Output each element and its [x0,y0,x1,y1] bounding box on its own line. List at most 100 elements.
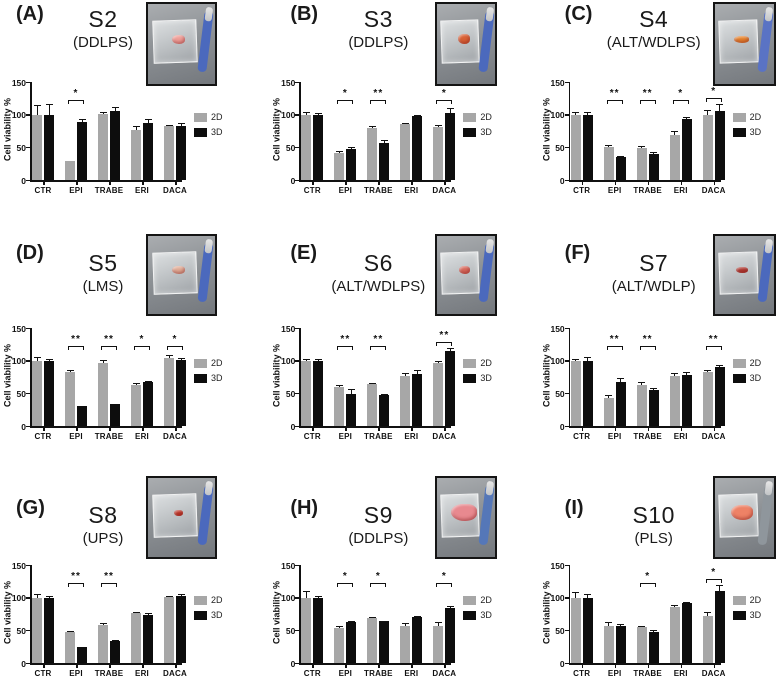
error-bar-cap [434,621,442,623]
y-tick [295,425,300,427]
x-tick [614,664,617,668]
sig-stars: ** [340,334,351,345]
error-bar-cap [572,112,580,114]
panel-letter: (G) [16,497,45,519]
panel-letter: (F) [564,242,591,264]
x-axis [30,180,182,182]
bar-3d-trabe [648,631,659,663]
panel-letter: (H) [290,497,319,519]
sig-bracket [436,341,453,343]
x-tick [444,427,446,431]
x-tick [680,427,683,431]
x-tick-label: CTR [34,432,52,441]
specimen-photo [146,2,217,86]
sig-bracket-end [337,346,339,350]
error-bar [437,621,439,626]
y-tick-label: 150 [550,323,565,334]
bar-3d-daca [714,367,725,426]
bar-2d-ctr [32,114,42,180]
tissue-specimen [458,34,470,45]
petri-dish [718,250,759,295]
y-axis [30,565,32,663]
x-tick [378,427,380,431]
panel-letter: (B) [290,3,319,25]
sig-bracket [436,100,453,101]
sig-bracket [639,346,656,347]
tissue-specimen [730,505,753,521]
specimen-photo [712,2,776,86]
x-tick [680,181,683,185]
error-bar-cap [111,106,119,108]
sig-bracket-end [149,346,150,350]
error-bar-cap [347,147,355,149]
scalpel-tip [485,238,495,254]
legend-label-2d: 2D [211,358,223,368]
error-bar-cap [66,369,74,371]
y-tick-label: 50 [285,625,296,636]
bar-3d-ctr [313,360,324,426]
sig-bracket-end [639,346,641,350]
viability-chart: Cell viability % 0 50 100 150 CTR EPI TRABE ERI D… [265,77,517,212]
x-tick-label: EPI [338,432,353,441]
error-bar-cap [347,620,355,622]
bar-2d-daca [164,358,174,426]
error-bar [587,594,589,598]
sig-bracket [68,346,84,347]
x-tick [312,181,314,185]
sig-stars: ** [373,334,384,345]
sig-bracket-end [116,346,117,350]
bar-2d-trabe [367,127,378,180]
x-tick-label: ERI [404,432,419,441]
error-bar-cap [132,382,140,384]
error-bar-cap [144,380,152,382]
x-tick-label: ERI [135,186,149,195]
y-tick [26,629,30,632]
y-axis-label: Cell viability % [271,580,282,645]
sample-subtype: (ALT/WDLPS) [331,278,426,295]
bar-3d-eri [681,602,692,663]
bar-2d-trabe [98,625,108,663]
sig-stars: * [73,88,79,99]
bar-3d-epi [615,157,626,180]
sig-stars: * [139,334,145,345]
sig-bracket-end [101,583,102,587]
sample-subtype: (PLS) [634,530,673,547]
error-bar-cap [638,625,646,627]
scalpel-tip [204,7,214,22]
sig-bracket-end [687,100,689,104]
scalpel-tip [204,480,214,496]
bar-3d-epi [77,646,87,663]
sig-bracket-end [672,100,674,104]
bar-2d-trabe [636,385,647,426]
sig-bracket [167,346,183,347]
x-tick-label: CTR [573,432,591,441]
x-tick-label: TRABE [633,669,662,678]
y-tick-label: 150 [11,560,26,571]
x-tick [43,181,45,185]
scalpel [478,238,495,303]
y-axis-label: Cell viability % [541,343,552,408]
sig-stars: * [375,571,381,582]
sig-bracket-end [451,583,453,587]
panel-F: (F) S7 (ALT/WDLP) Cell viability % 0 50 100… [519,226,778,452]
bar-3d-eri [681,119,692,180]
legend-swatch-3d [194,374,207,383]
legend-swatch-3d [194,611,207,620]
error-bar-cap [638,382,646,384]
bar-3d-eri [143,123,153,180]
legend-label-2d: 2D [480,112,492,122]
y-tick-label: 50 [555,388,565,399]
panel-title-block: S5 (LMS) [28,250,178,295]
bar-2d-daca [702,114,713,180]
y-tick-label: 150 [11,77,26,88]
x-tick-label: DACA [163,669,187,678]
tissue-specimen [451,504,477,522]
error-bar [147,119,149,124]
error-bar-cap [704,110,712,112]
y-tick-label: 150 [281,77,296,88]
error-bar [686,372,688,376]
sig-bracket-end [606,100,608,104]
error-bar-cap [314,596,322,598]
error-bar-cap [177,358,185,360]
x-tick-label: ERI [404,186,419,195]
